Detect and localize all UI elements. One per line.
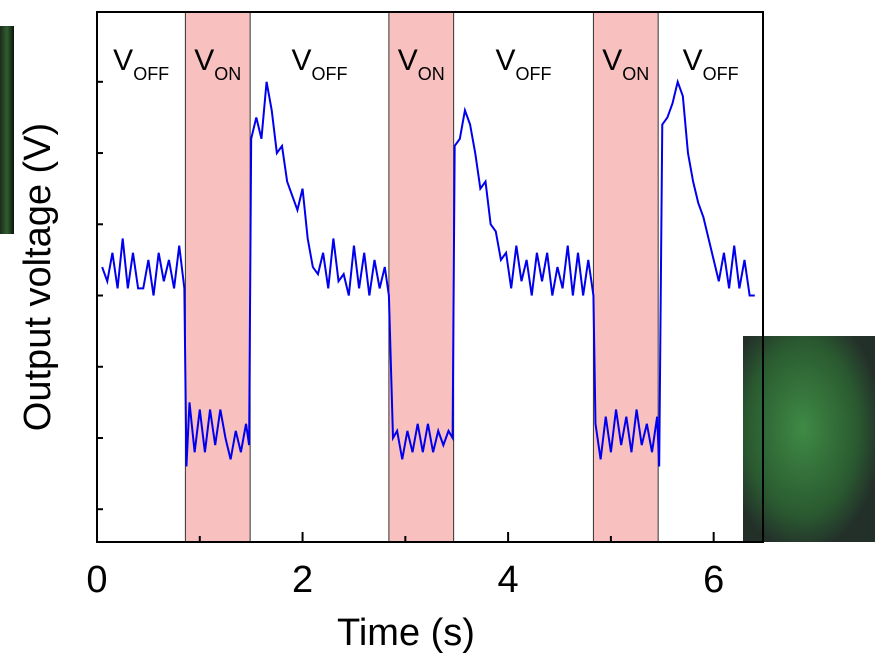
x-tick-label: 6 — [703, 559, 724, 601]
annotation-sub: OFF — [133, 64, 169, 84]
x-tick-label: 4 — [498, 559, 519, 601]
annotation-main: V — [194, 44, 214, 77]
annotation-sub: ON — [214, 64, 241, 84]
annotation-main: V — [113, 44, 133, 77]
annotation-sub: ON — [418, 64, 445, 84]
annotation-main: V — [292, 44, 312, 77]
annotation-main: V — [683, 44, 703, 77]
photo-right — [743, 336, 875, 542]
annotation-sub: OFF — [312, 64, 348, 84]
shaded-region — [592, 11, 659, 543]
annotation-sub: OFF — [703, 64, 739, 84]
annotation-sub: OFF — [516, 64, 552, 84]
shaded-region — [184, 11, 251, 543]
annotation: VOFF — [496, 44, 552, 84]
y-axis-title: Output voltage (V) — [17, 123, 59, 431]
photo-left — [0, 26, 14, 234]
annotation: VON — [398, 44, 445, 84]
annotation-main: V — [398, 44, 418, 77]
x-tick-label: 0 — [86, 559, 107, 601]
annotation-main: V — [496, 44, 516, 77]
x-axis-title: Time (s) — [337, 612, 475, 654]
annotation: VOFF — [113, 44, 169, 84]
data-line — [101, 78, 755, 467]
annotation: VON — [602, 44, 649, 84]
plot-frame — [96, 11, 764, 543]
annotation-main: V — [602, 44, 622, 77]
x-tick-label: 2 — [292, 559, 313, 601]
annotation: VOFF — [292, 44, 348, 84]
annotation-sub: ON — [622, 64, 649, 84]
shaded-region — [388, 11, 455, 543]
annotation: VON — [194, 44, 241, 84]
annotation: VOFF — [683, 44, 739, 84]
